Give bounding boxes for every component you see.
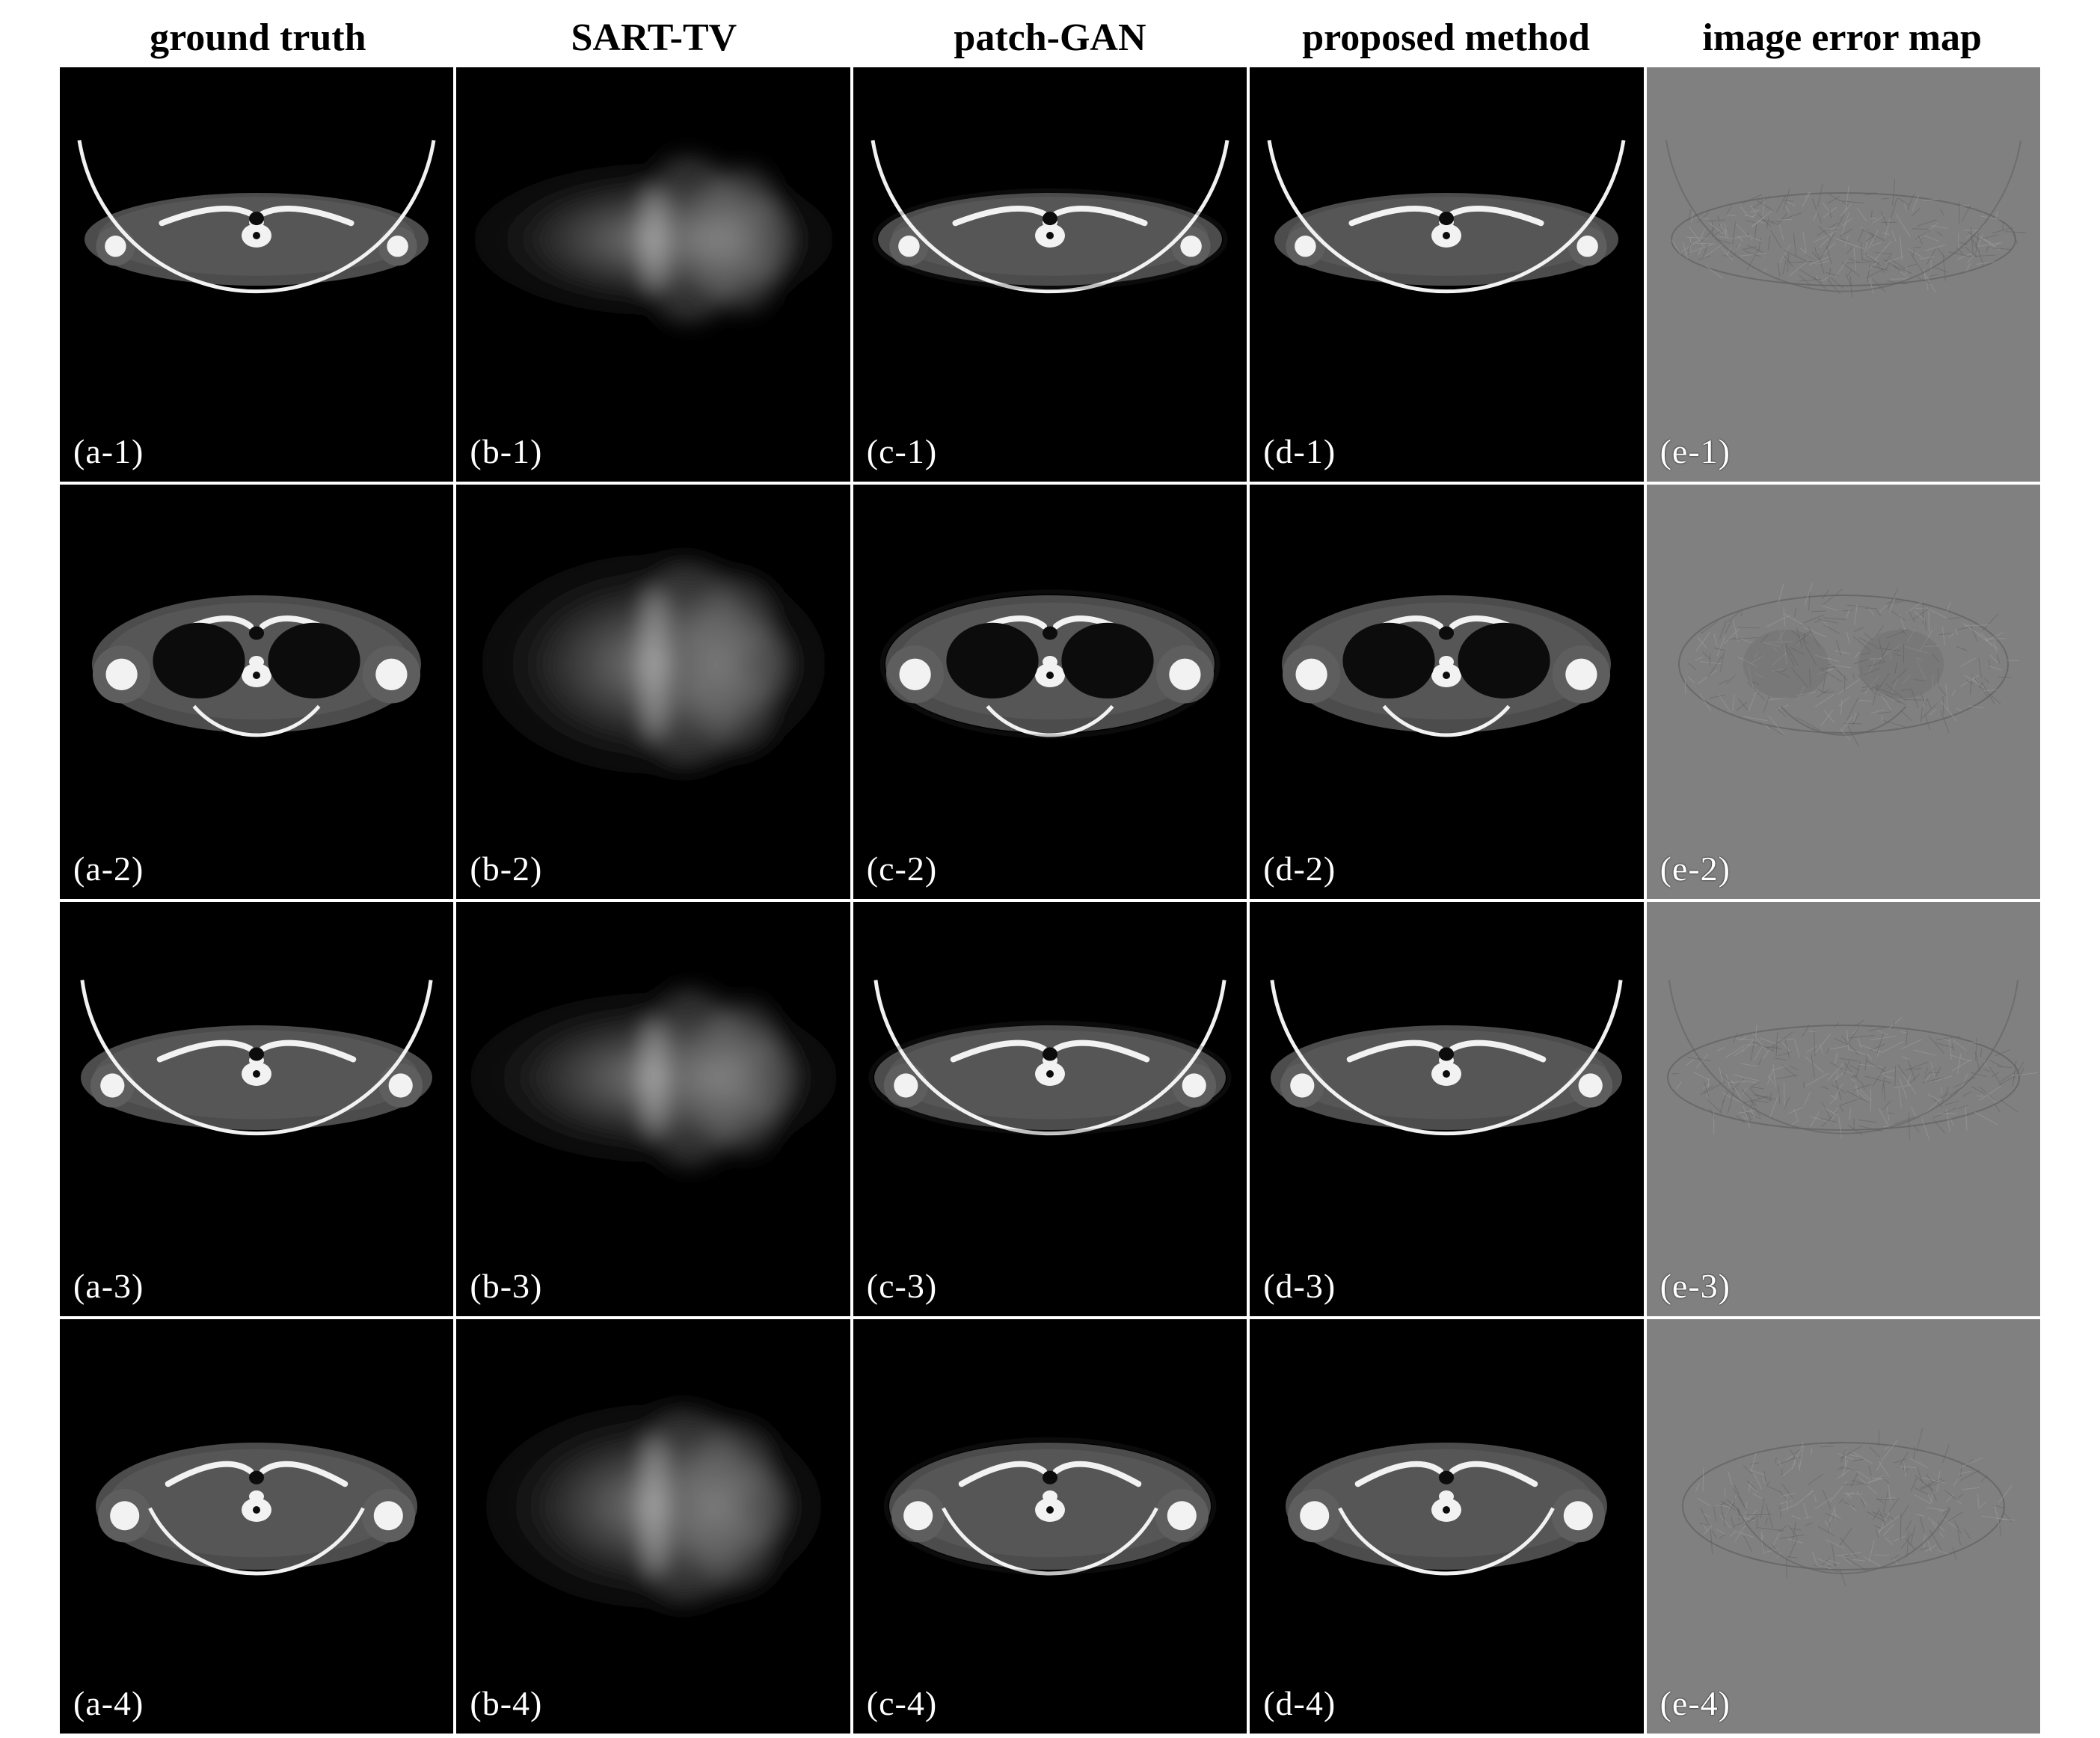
cell-d-1: (d-1) (1250, 67, 1643, 482)
cell-e-1: (e-1) (1647, 67, 2040, 482)
panel-c-3-svg (853, 902, 1247, 1316)
panel-c-1-svg (853, 67, 1247, 482)
cell-label-e-2: (e-2) (1660, 849, 1731, 888)
col-header-ground-truth: ground truth (60, 16, 456, 60)
cell-label-a-1: (a-1) (73, 432, 144, 471)
cell-c-4: (c-4) (853, 1319, 1247, 1734)
cell-e-3: (e-3) (1647, 902, 2040, 1316)
cell-b-3: (b-3) (456, 902, 850, 1316)
panel-a-4-svg (60, 1319, 453, 1734)
cell-b-1: (b-1) (456, 67, 850, 482)
panel-a-2-svg (60, 485, 453, 899)
panel-a-1-svg (60, 67, 453, 482)
col-header-sart-tv: SART-TV (456, 16, 853, 60)
cell-e-4: (e-4) (1647, 1319, 2040, 1734)
panel-d-1-svg (1250, 67, 1643, 482)
cell-e-2: (e-2) (1647, 485, 2040, 899)
panel-d-4-svg (1250, 1319, 1643, 1734)
panel-c-2-svg (853, 485, 1247, 899)
cell-label-b-1: (b-1) (470, 432, 542, 471)
cell-a-3: (a-3) (60, 902, 453, 1316)
cell-label-d-3: (d-3) (1263, 1266, 1336, 1306)
panel-b-3-svg (456, 902, 850, 1316)
cell-d-3: (d-3) (1250, 902, 1643, 1316)
cell-label-d-1: (d-1) (1263, 432, 1336, 471)
cell-a-4: (a-4) (60, 1319, 453, 1734)
cell-label-e-4: (e-4) (1660, 1683, 1731, 1723)
panel-e-3-svg (1647, 902, 2040, 1316)
cell-a-1: (a-1) (60, 67, 453, 482)
cell-label-c-4: (c-4) (867, 1683, 937, 1723)
cell-a-2: (a-2) (60, 485, 453, 899)
cell-label-c-1: (c-1) (867, 432, 937, 471)
cell-b-4: (b-4) (456, 1319, 850, 1734)
cell-b-2: (b-2) (456, 485, 850, 899)
cell-label-d-2: (d-2) (1263, 849, 1336, 888)
cell-label-e-1: (e-1) (1660, 432, 1731, 471)
panel-d-2-svg (1250, 485, 1643, 899)
cell-d-4: (d-4) (1250, 1319, 1643, 1734)
cell-label-e-3: (e-3) (1660, 1266, 1731, 1306)
panel-b-1-svg (456, 67, 850, 482)
cell-label-b-2: (b-2) (470, 849, 542, 888)
panel-a-3-svg (60, 902, 453, 1316)
panel-b-4-svg (456, 1319, 850, 1734)
cell-label-c-3: (c-3) (867, 1266, 937, 1306)
cell-c-3: (c-3) (853, 902, 1247, 1316)
col-header-image-error-map: image error map (1644, 16, 2040, 60)
panel-e-1-svg (1647, 67, 2040, 482)
col-header-proposed-method: proposed method (1248, 16, 1645, 60)
cell-label-d-4: (d-4) (1263, 1683, 1336, 1723)
cell-label-b-4: (b-4) (470, 1683, 542, 1723)
cell-label-c-2: (c-2) (867, 849, 937, 888)
cell-d-2: (d-2) (1250, 485, 1643, 899)
panel-e-2-svg (1647, 485, 2040, 899)
cell-c-1: (c-1) (853, 67, 1247, 482)
panel-e-4-svg (1647, 1319, 2040, 1734)
cell-c-2: (c-2) (853, 485, 1247, 899)
cell-label-a-4: (a-4) (73, 1683, 144, 1723)
image-grid: (a-1) (b-1) (c-1) (d-1) (e-1) (a-2) (b-2) (c-2)… (60, 67, 2040, 1734)
col-header-patch-gan: patch-GAN (852, 16, 1248, 60)
panel-b-2-svg (456, 485, 850, 899)
column-headers: ground truth SART-TV patch-GAN proposed … (60, 0, 2040, 67)
panel-d-3-svg (1250, 902, 1643, 1316)
cell-label-a-2: (a-2) (73, 849, 144, 888)
cell-label-b-3: (b-3) (470, 1266, 542, 1306)
figure-wrap: ground truth SART-TV patch-GAN proposed … (60, 0, 2040, 1734)
panel-c-4-svg (853, 1319, 1247, 1734)
cell-label-a-3: (a-3) (73, 1266, 144, 1306)
